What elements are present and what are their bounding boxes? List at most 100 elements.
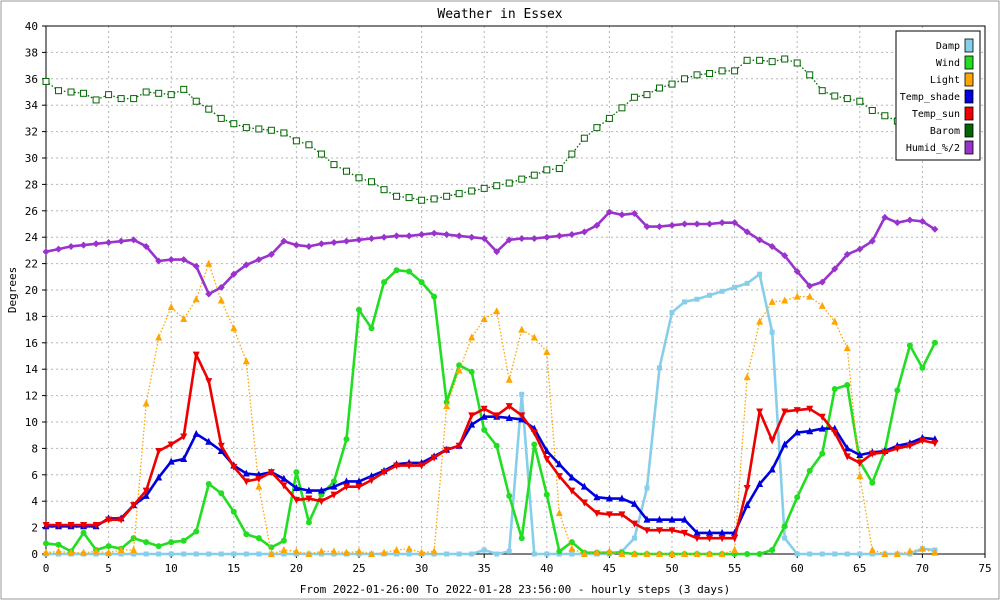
data-point-damp [118,551,124,557]
data-point-temp-sun [505,403,513,411]
data-point-temp-sun [117,516,125,524]
data-point-temp-sun [80,521,88,529]
data-point-barom [593,124,601,132]
data-point-temp-shade [217,447,225,455]
y-tick-label: 26 [25,205,38,218]
data-point-barom [843,95,851,103]
y-tick-label: 8 [31,442,38,455]
data-point-humid-2 [580,228,588,236]
data-point-temp-sun [580,499,588,507]
data-point-light [330,547,338,555]
data-point-temp-sun [718,535,726,543]
data-point-temp-sun [405,462,413,470]
data-point-temp-shade [505,414,513,422]
data-point-temp-shade [593,493,601,501]
data-point-light [130,546,138,554]
data-point-barom [518,175,526,183]
y-tick-label: 18 [25,310,38,323]
data-point-barom [605,114,613,122]
data-point-light [618,550,626,557]
data-point-light [568,544,576,552]
data-point-humid-2 [931,225,939,233]
data-point-barom [868,106,876,114]
data-point-temp-sun [906,442,914,450]
data-point-barom [230,120,238,128]
data-point-temp-shade [317,486,325,494]
y-tick-label: 12 [25,390,38,403]
data-point-light [806,292,814,300]
data-point-damp [669,309,675,315]
data-point-temp-shade [342,477,350,485]
data-point-light [605,547,613,555]
data-point-barom [505,179,513,187]
data-point-barom [443,192,451,200]
data-point-humid-2 [267,250,275,258]
data-point-damp [281,551,287,557]
data-point-temp-sun [831,429,839,437]
legend-label-humid-2: Humid_%/2 [906,143,960,154]
data-point-temp-sun [142,487,150,495]
data-point-barom [280,129,288,137]
data-point-wind [155,543,162,550]
data-point-temp-sun [267,469,275,477]
y-tick-label: 30 [25,152,38,165]
data-point-humid-2 [605,208,613,216]
data-point-temp-sun [455,442,463,450]
data-point-light [555,509,563,517]
data-point-temp-sun [893,445,901,453]
data-point-wind [330,478,337,485]
data-point-barom [743,56,751,64]
data-point-light [67,548,75,556]
data-point-barom [530,171,538,179]
data-point-humid-2 [756,236,764,244]
data-point-damp [794,551,800,557]
data-point-humid-2 [831,265,839,273]
data-point-temp-shade [693,528,701,536]
data-point-light [580,550,588,557]
data-point-barom [305,141,313,149]
data-point-barom [818,87,826,95]
data-point-wind [305,519,312,526]
data-point-temp-sun [180,433,188,441]
data-point-temp-sun [655,527,663,535]
data-point-temp-shade [706,528,714,536]
data-point-barom [781,55,789,63]
data-point-light [205,259,213,267]
data-point-light [831,317,839,325]
data-point-barom [881,112,889,120]
data-point-humid-2 [893,219,901,227]
data-point-light [317,547,325,555]
y-tick-label: 40 [25,20,38,33]
data-point-temp-shade [806,427,814,435]
data-point-humid-2 [706,220,714,228]
data-point-temp-shade [480,412,488,420]
series-temp-sun [42,351,939,543]
data-point-wind [531,441,538,448]
data-point-temp-shade [643,515,651,523]
y-tick-label: 14 [25,363,39,376]
data-point-temp-shade [292,484,300,491]
data-point-temp-shade [668,515,676,523]
data-point-temp-sun [543,455,551,463]
data-point-damp [807,551,813,557]
data-point-temp-sun [856,459,864,467]
data-point-light [230,324,238,332]
data-point-light [280,546,288,554]
data-point-temp-sun [518,412,526,420]
data-point-temp-sun [92,521,100,529]
data-point-barom [668,80,676,88]
data-point-damp [494,551,500,557]
data-point-temp-shade [618,494,626,502]
data-point-humid-2 [67,242,75,250]
data-point-light [718,550,726,557]
data-point-barom [267,126,275,134]
data-point-light [393,546,401,554]
y-tick-label: 6 [31,469,38,482]
data-point-barom [568,150,576,158]
data-point-damp [631,535,637,541]
data-point-wind [919,364,926,371]
data-point-barom [655,84,663,92]
data-point-humid-2 [668,221,676,229]
data-point-wind [43,540,49,547]
data-point-damp [456,551,462,557]
